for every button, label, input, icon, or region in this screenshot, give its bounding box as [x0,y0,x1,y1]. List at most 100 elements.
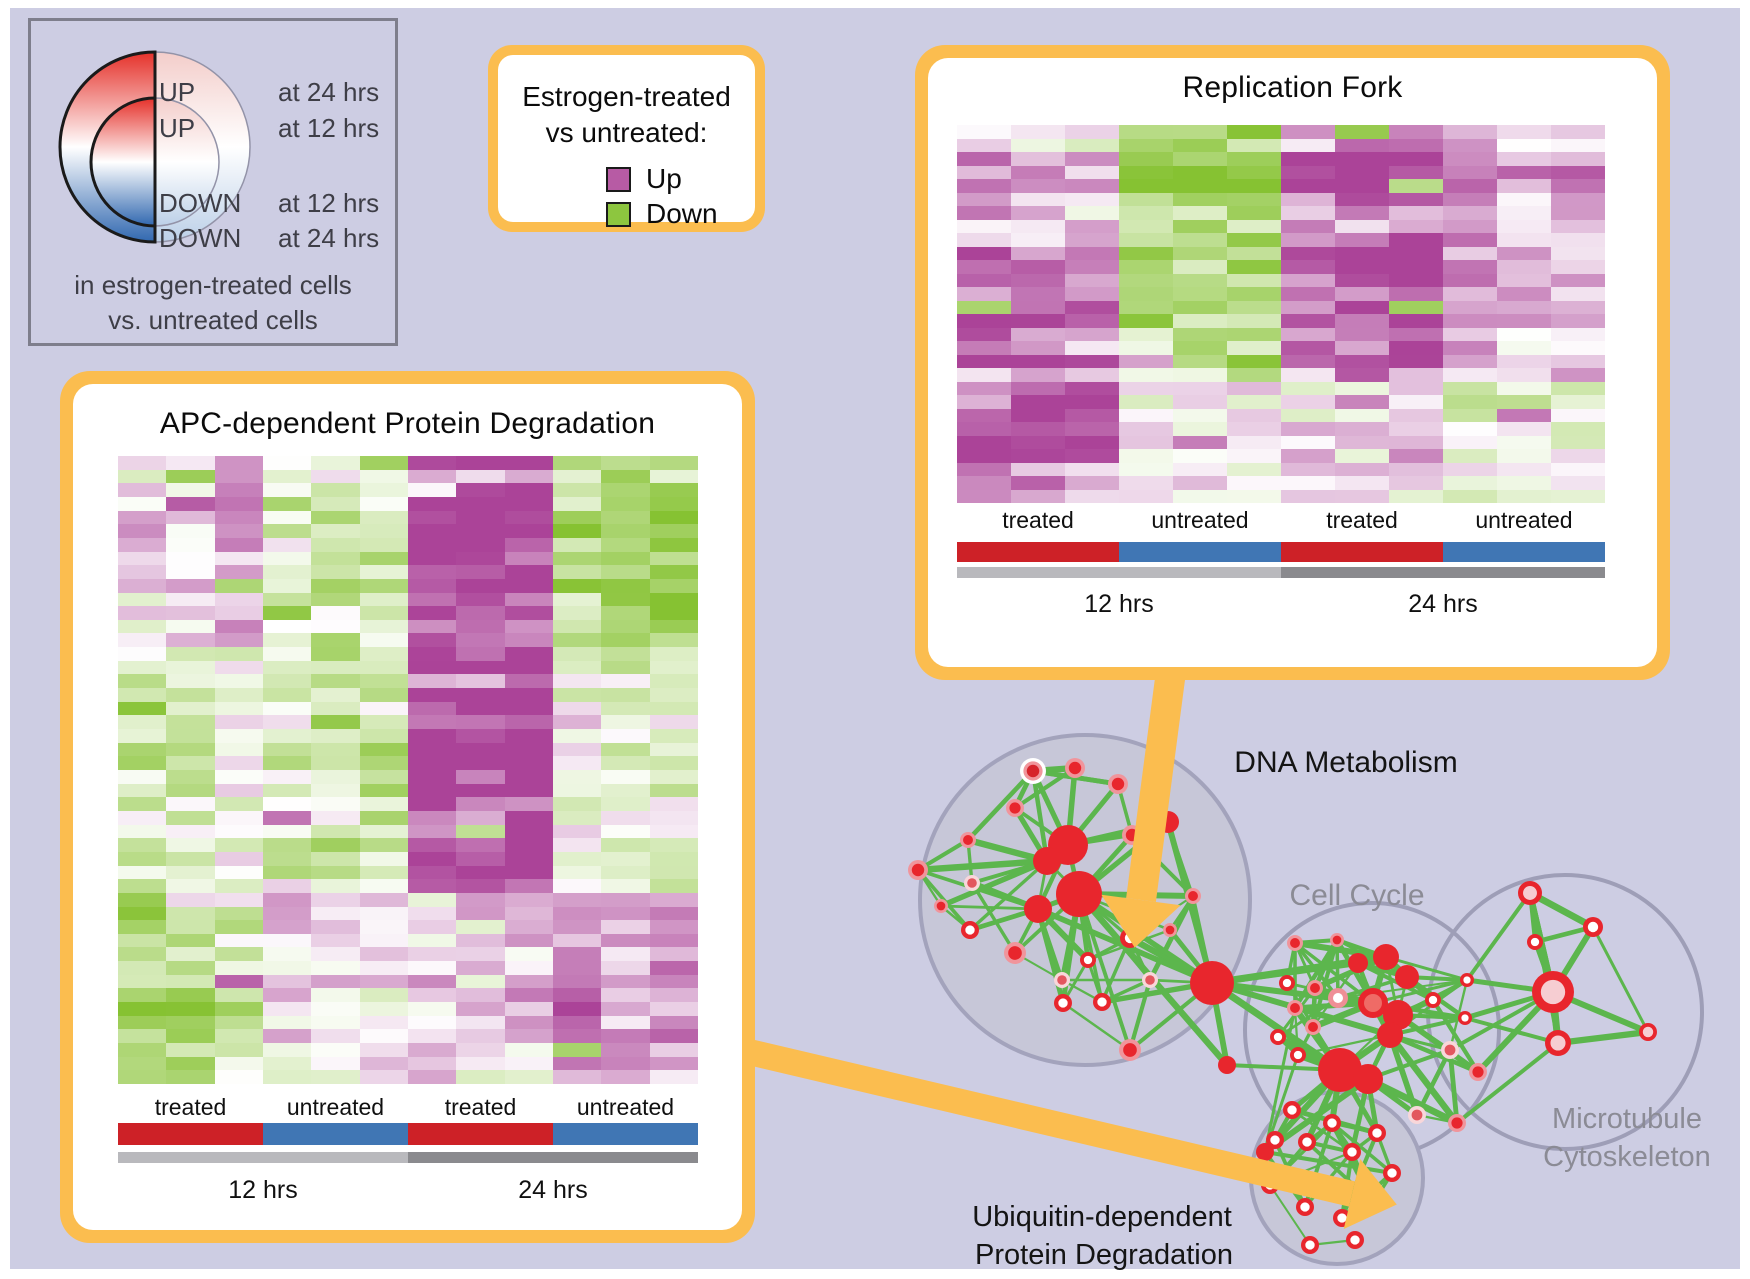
heatmap-cell [118,647,167,661]
heatmap-cell [407,920,457,934]
heatmap-cell [166,879,215,893]
heatmap-cell [552,810,602,825]
heatmap-cell [166,578,215,593]
heatmap-cell [1389,368,1443,382]
heatmap-cell [601,1056,650,1071]
heatmap-cell [456,701,505,716]
heatmap-cell [601,647,650,661]
heatmap-cell [1173,300,1227,314]
heatmap-cell [649,1029,698,1044]
heatmap-cell [1173,381,1227,395]
heatmap-cell [1227,206,1281,220]
heatmap-cell [1173,125,1227,139]
heatmap-cell [118,578,167,593]
heatmap-cell [311,660,360,675]
heatmap-cell [1551,246,1605,260]
heatmap-cell [1173,179,1227,193]
heatmap-cell [504,701,553,716]
heatmap-cell [601,578,650,593]
rf-treated-bar-24 [1281,542,1443,562]
heatmap-cell [407,660,457,675]
heatmap-cell [1497,165,1551,179]
heatmap-cell [1443,381,1497,395]
heatmap-cell [649,1015,698,1030]
heatmap-cell [601,633,650,648]
heatmap-cell [262,974,312,989]
heatmap-cell [262,1002,312,1016]
heatmap-cell [1335,368,1389,382]
heatmap-cell [1011,408,1065,422]
heatmap-cell [1281,300,1335,314]
heatmap-cell [1497,300,1551,314]
heatmap-cell [214,551,263,566]
heatmap-cell [1389,165,1443,179]
heatmap-cell [1065,246,1119,260]
heatmap-cell [504,1070,553,1084]
heatmap-cell [1443,341,1497,355]
heatmap-cell [359,510,408,525]
heatmap-cell [1443,300,1497,314]
heatmap-cell [166,524,215,538]
heatmap-cell [1065,206,1119,220]
rf-12hrs-label: 12 hrs [1084,590,1154,618]
heatmap-cell [214,510,263,525]
heatmap-cell [262,1056,312,1071]
heatmap-cell [262,933,312,948]
heatmap-cell [649,961,698,975]
heatmap-cell [552,633,602,648]
heatmap-cell [1389,449,1443,463]
heatmap-cell [1119,260,1173,274]
heatmap-cell [1497,246,1551,260]
rf-condition-labels: treated untreated treated untreated [957,507,1605,537]
heatmap-cell [214,578,263,593]
heatmap-cell [456,961,505,975]
heatmap-cell [1389,314,1443,328]
heatmap-cell [456,592,505,607]
heatmap-cell [957,435,1011,449]
heatmap-cell [262,729,312,743]
heatmap-cell [359,783,408,798]
heatmap-cell [262,578,312,593]
heatmap-cell [359,851,408,866]
heatmap-cell [504,906,553,921]
heatmap-cell [649,810,698,825]
heatmap-cell [1173,152,1227,166]
heatmap-cell [504,647,553,661]
heatmap-cell [601,797,650,811]
heatmap-cell [1119,435,1173,449]
heatmap-cell [1119,300,1173,314]
heatmap-cell [456,456,505,470]
heatmap-cell [1065,327,1119,341]
heatmap-cell [1443,152,1497,166]
heatmap-cell [359,592,408,607]
heatmap-cell [1551,476,1605,490]
heatmap-cell [1281,462,1335,476]
heatmap-cell [552,756,602,770]
heatmap-cell [1065,354,1119,368]
heatmap-cell [1497,138,1551,152]
heatmap-cell [552,961,602,975]
heatmap-cell [1281,395,1335,409]
heatmap-cell [407,619,457,634]
heatmap-cell [311,456,360,470]
heatmap-cell [552,606,602,620]
heatmap-cell [1335,449,1389,463]
heatmap-cell [1281,435,1335,449]
heatmap-cell [649,456,698,470]
heatmap-cell [1443,435,1497,449]
heatmap-cell [214,810,263,825]
apc-12hrs-bar [118,1152,408,1163]
heatmap-cell [166,947,215,962]
heatmap-cell [1389,381,1443,395]
heatmap-cell [1335,354,1389,368]
heatmap-cell [311,824,360,839]
heatmap-cell [649,729,698,743]
heatmap-cell [601,1029,650,1044]
heatmap-cell [552,456,602,470]
heatmap-cell [214,892,263,907]
heatmap-cell [359,715,408,730]
heatmap-cell [552,1056,602,1071]
heatmap-cell [957,381,1011,395]
heatmap-cell [1335,179,1389,193]
heatmap-cell [1227,260,1281,274]
